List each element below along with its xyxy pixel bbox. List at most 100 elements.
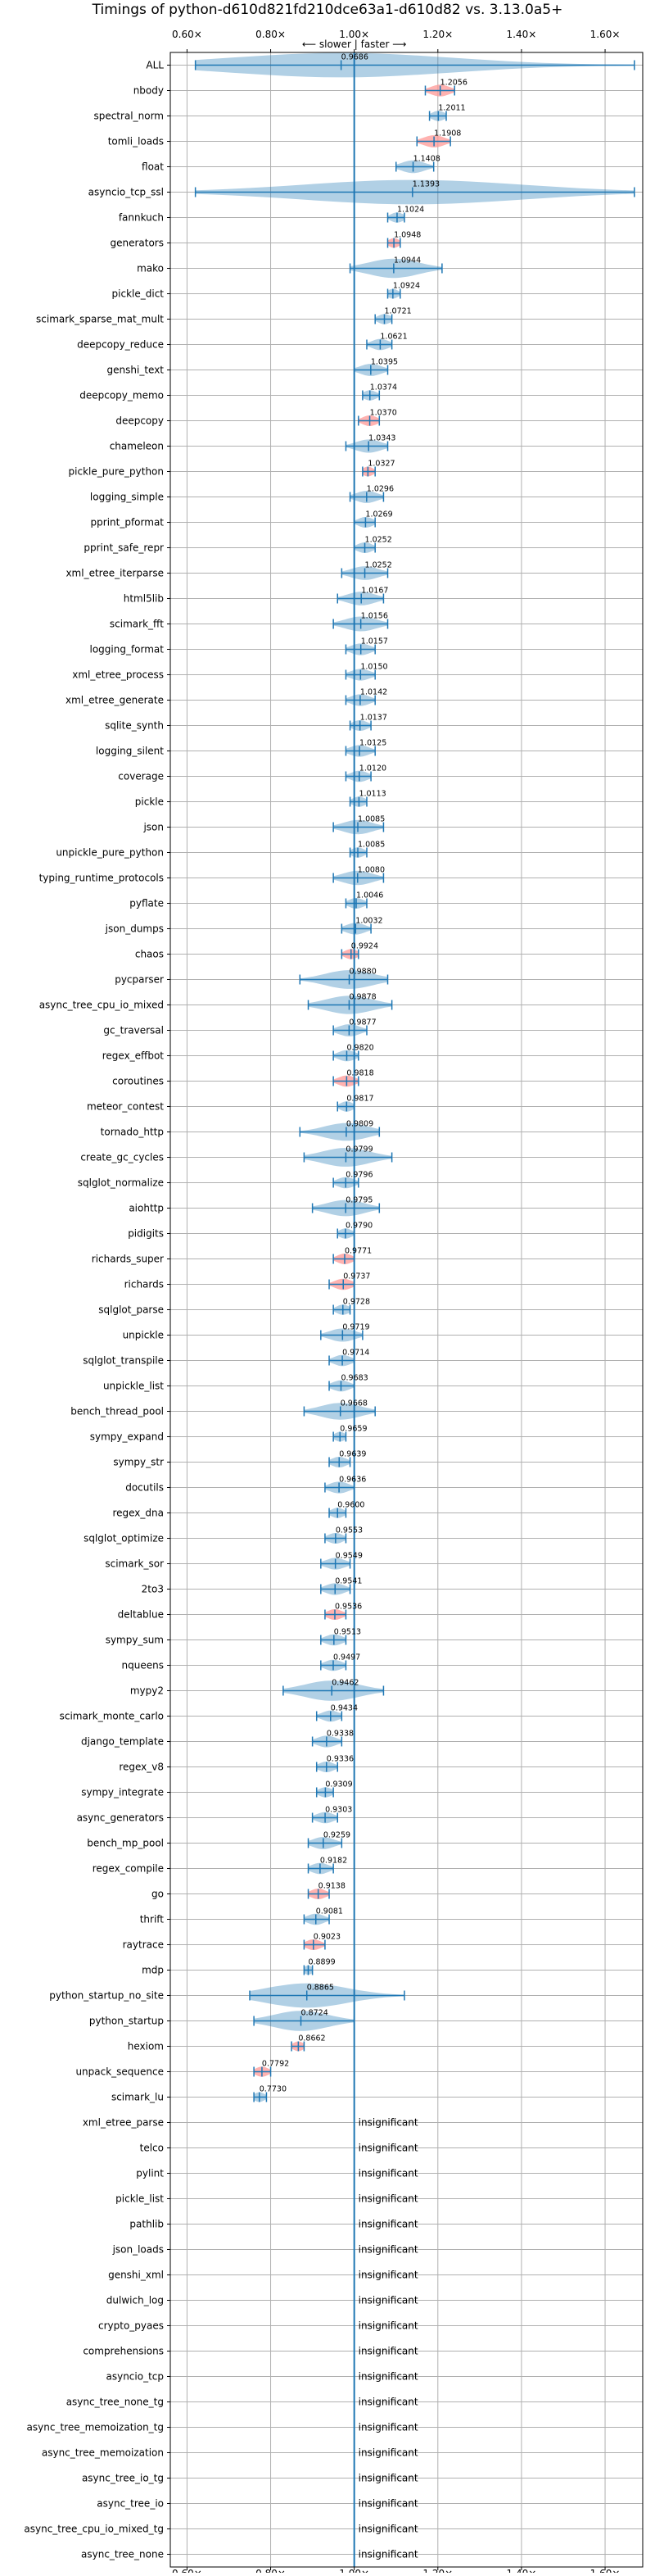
y-tick-label: sympy_sum [106,1635,164,1646]
value-label: 1.0125 [359,739,386,748]
value-label: 0.9536 [335,1603,362,1612]
y-tick-label: json_loads [112,2244,164,2256]
value-label: 0.9924 [351,942,378,951]
y-tick-label: hexiom [128,2041,164,2052]
value-label: 1.0113 [359,790,386,799]
y-tick-label: tornado_http [101,1127,164,1138]
insignificant-label: insignificant [359,2371,418,2383]
y-tick-label: logging_silent [96,746,164,757]
value-label: 0.9714 [342,1349,369,1358]
value-label: 1.0327 [368,460,395,469]
value-label: 1.0120 [359,764,386,773]
x-tick-label-bottom: 0.80× [255,2568,286,2573]
y-tick-label: tomli_loads [108,136,164,147]
y-tick-label: float [142,161,164,173]
y-tick-label: meteor_contest [87,1101,164,1113]
y-tick-label: pycparser [115,974,164,986]
y-tick-label: asyncio_tcp_ssl [88,187,164,198]
value-label: 0.9818 [346,1069,373,1078]
value-label: 1.0142 [360,688,387,697]
value-label: 0.9434 [331,1704,358,1713]
value-label: 0.9880 [350,968,377,977]
y-tick-label: pprint_safe_repr [84,542,164,554]
y-tick-label: sympy_str [113,1457,164,1468]
value-label: 0.8899 [308,1958,335,1967]
y-tick-label: asyncio_tcp [106,2371,164,2383]
y-tick-label: logging_simple [90,492,164,503]
y-tick-label: async_tree_cpu_io_mixed_tg [24,2524,164,2535]
x-tick-label-bottom: 1.60× [590,2568,621,2573]
y-tick-label: create_gc_cycles [80,1152,164,1163]
insignificant-label: insignificant [359,2295,418,2306]
value-label: 1.2011 [438,104,465,113]
y-tick-label: xml_etree_parse [83,2117,164,2129]
y-tick-label: async_generators [77,1812,164,1824]
y-tick-label: pprint_pformat [91,517,165,528]
insignificant-label: insignificant [359,2270,418,2281]
value-label: 0.7730 [260,2085,287,2094]
value-label: 1.0721 [384,307,411,316]
y-tick-label: sqlglot_parse [98,1304,164,1316]
x-tick-label-top: 1.00× [339,29,369,40]
chart-title: Timings of python-d610d821fd210dce63a1-d… [92,2,563,18]
y-tick-label: bench_mp_pool [87,1838,164,1849]
y-tick-label: deepcopy_memo [79,390,164,401]
direction-label: ⟵ slower | faster ⟶ [302,39,407,50]
value-label: 1.0252 [365,561,392,570]
value-label: 1.0156 [361,612,388,621]
value-label: 1.0621 [380,333,407,342]
y-tick-label: sympy_integrate [81,1787,164,1798]
value-label: 1.0137 [360,714,387,723]
value-label: 0.9182 [320,1857,347,1866]
y-tick-label: xml_etree_iterparse [66,568,164,579]
y-tick-label: go [151,1889,164,1900]
value-label: 0.9639 [339,1450,366,1459]
y-tick-label: async_tree_io_tg [82,2473,164,2484]
y-tick-label: html5lib [124,593,164,605]
y-tick-label: sqlite_synth [105,720,164,732]
value-label: 0.9668 [341,1399,368,1408]
y-tick-label: scimark_sparse_mat_mult [36,314,164,325]
y-tick-label: async_tree_memoization [42,2447,164,2459]
value-label: 0.9513 [334,1628,361,1637]
value-label: 0.9336 [327,1755,354,1764]
value-label: 0.9795 [346,1196,373,1205]
insignificant-label: insignificant [359,2168,418,2179]
y-tick-label: unpack_sequence [75,2066,164,2078]
y-tick-label: json_dumps [105,923,164,935]
plot-frame [169,52,644,2568]
y-tick-label: scimark_fft [110,619,164,630]
insignificant-label: insignificant [359,2524,418,2535]
insignificant-label: insignificant [359,2320,418,2332]
x-tick-label-bottom: 1.00× [339,2568,369,2573]
y-tick-label: coroutines [112,1076,164,1087]
value-label: 0.9338 [327,1730,354,1739]
value-label: 0.8662 [298,2034,325,2043]
value-label: 0.9303 [325,1806,352,1815]
y-tick-label: logging_format [89,644,164,655]
value-label: 1.0924 [393,282,420,291]
value-label: 1.0080 [358,866,385,875]
value-label: 0.9553 [336,1526,363,1535]
value-label: 0.9728 [343,1298,370,1307]
y-tick-label: crypto_pyaes [98,2320,164,2332]
insignificant-label: insignificant [359,2143,418,2154]
value-label: 0.9809 [346,1120,373,1129]
y-tick-label: mypy2 [130,1685,164,1697]
y-tick-label: deepcopy [115,415,164,427]
value-label: 0.9737 [343,1272,370,1281]
value-label: 1.0167 [361,587,388,596]
y-tick-label: scimark_monte_carlo [60,1711,164,1722]
value-label: 1.0343 [368,434,395,443]
y-tick-label: 2to3 [142,1584,164,1595]
y-tick-label: genshi_text [107,365,165,376]
insignificant-label: insignificant [359,2219,418,2230]
value-label: 0.9771 [345,1247,372,1256]
y-tick-label: chaos [135,949,164,960]
x-tick-label-top: 1.40× [507,29,537,40]
y-tick-label: raytrace [123,1939,164,1951]
value-label: 1.0046 [356,891,383,900]
y-tick-label: coverage [118,771,164,782]
y-tick-label: dulwich_log [106,2295,164,2306]
